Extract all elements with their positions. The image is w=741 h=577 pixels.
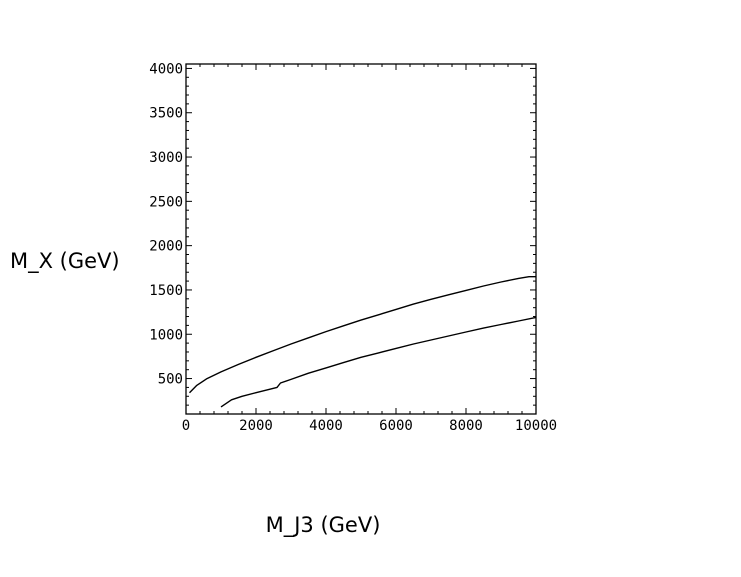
x-axis-label: M_J3 (GeV) bbox=[266, 513, 381, 538]
y-tick-label: 500 bbox=[158, 372, 183, 388]
y-tick-label: 3000 bbox=[149, 150, 183, 166]
series-line-2 bbox=[220, 316, 537, 408]
x-tick-label: 2000 bbox=[239, 418, 273, 434]
y-tick-label: 2500 bbox=[149, 194, 183, 210]
y-axis-label: M_X (GeV) bbox=[10, 249, 120, 274]
x-tick-label: 8000 bbox=[449, 418, 483, 434]
y-tick-label: 2000 bbox=[149, 239, 183, 255]
x-tick-label: 10000 bbox=[515, 418, 557, 434]
y-tick-label: 1000 bbox=[149, 327, 183, 343]
y-tick-label: 4000 bbox=[149, 61, 183, 77]
plot-frame bbox=[185, 63, 537, 415]
x-tick-label: 4000 bbox=[309, 418, 343, 434]
x-tick-label: 0 bbox=[182, 418, 190, 434]
series-line-1 bbox=[189, 276, 536, 394]
y-tick-label: 1500 bbox=[149, 283, 183, 299]
y-tick-label: 3500 bbox=[149, 106, 183, 122]
x-tick-label: 6000 bbox=[379, 418, 413, 434]
